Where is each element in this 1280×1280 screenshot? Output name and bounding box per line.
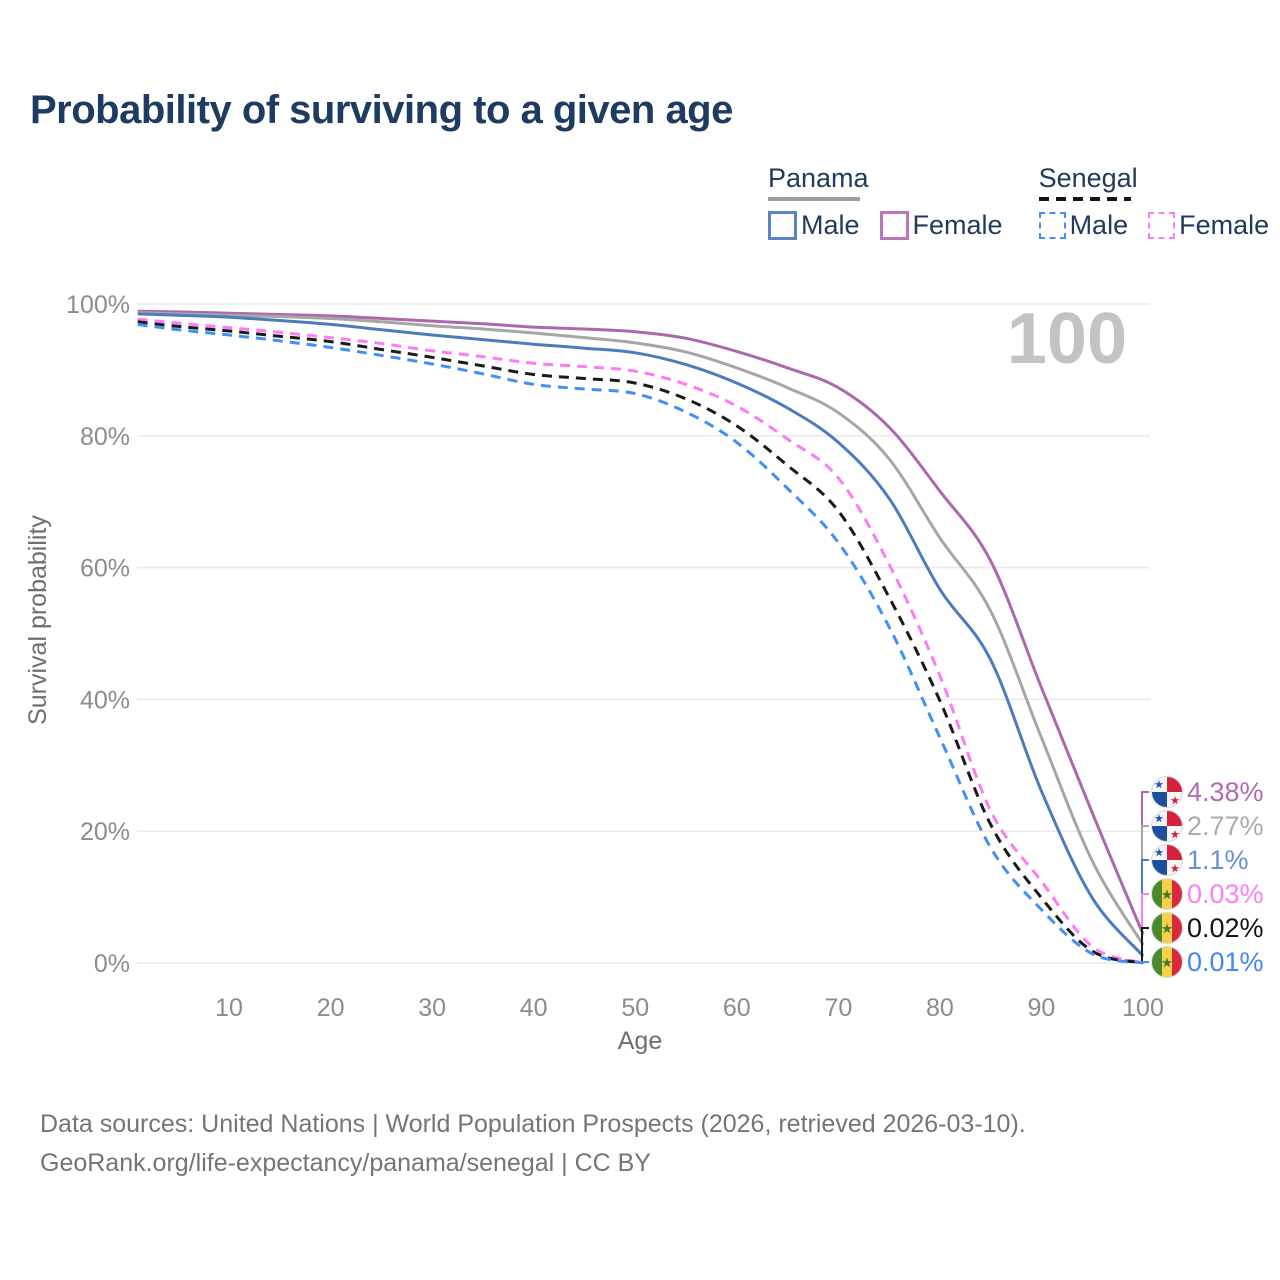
legend-group-senegal: Senegal Male Female xyxy=(1038,163,1269,241)
end-label-value-senegal-female: 0.03% xyxy=(1187,879,1264,909)
legend-item-senegal-female[interactable]: Female xyxy=(1148,210,1269,241)
end-label-connector-panama-male xyxy=(1141,859,1149,957)
x-tick-label-80: 80 xyxy=(926,994,954,1022)
senegal-flag-icon xyxy=(1151,912,1183,944)
panama-flag-icon xyxy=(1151,810,1183,842)
end-label-value-senegal-both: 0.02% xyxy=(1187,913,1264,943)
series-line-senegal-male xyxy=(137,322,1144,965)
y-tick-label-60: 60% xyxy=(80,555,130,583)
senegal-female-label: Female xyxy=(1179,210,1270,240)
x-tick-label-30: 30 xyxy=(418,994,446,1022)
age-100-watermark: 100 xyxy=(1007,299,1127,379)
data-sources-line: Data sources: United Nations | World Pop… xyxy=(40,1110,1026,1138)
legend-item-senegal-male[interactable]: Male xyxy=(1038,210,1129,241)
panama-male-swatch xyxy=(768,211,797,240)
x-tick-label-70: 70 xyxy=(824,994,852,1022)
panama-female-label: Female xyxy=(912,210,1003,240)
legend-group-panama: Panama Male Female xyxy=(768,163,1003,241)
series-line-panama-female xyxy=(137,309,1145,935)
y-tick-label-0: 0% xyxy=(94,950,130,978)
senegal-flag-icon xyxy=(1151,878,1183,910)
y-tick-label-80: 80% xyxy=(80,423,130,451)
x-tick-label-40: 40 xyxy=(520,994,548,1022)
legend-group-title-panama: Panama xyxy=(768,163,869,193)
panama-flag-icon xyxy=(1151,776,1183,808)
end-label-connector-panama-female xyxy=(1141,791,1149,936)
legend-item-panama-male[interactable]: Male xyxy=(768,210,860,241)
x-tick-label-10: 10 xyxy=(215,994,243,1022)
y-tick-label-40: 40% xyxy=(80,686,130,714)
legend-senegal-dashed-line xyxy=(1038,197,1131,201)
y-axis-title: Survival probability xyxy=(24,515,52,725)
x-tick-label-20: 20 xyxy=(317,994,345,1022)
x-tick-label-100: 100 xyxy=(1122,994,1164,1022)
source-attribution: Data sources: United Nations | World Pop… xyxy=(40,1105,1026,1183)
senegal-flag-icon xyxy=(1151,946,1183,978)
end-label-connector-panama-both xyxy=(1141,825,1149,946)
panama-male-label: Male xyxy=(801,210,860,240)
x-axis-title: Age xyxy=(618,1027,662,1055)
x-tick-label-50: 50 xyxy=(621,994,649,1022)
senegal-male-label: Male xyxy=(1069,210,1129,240)
legend: Panama Male Female Senegal Male Female xyxy=(768,163,1269,241)
end-label-connector-senegal-male xyxy=(1141,961,1149,964)
end-label-value-panama-both: 2.77% xyxy=(1187,811,1264,841)
page-title: Probability of surviving to a given age xyxy=(30,88,733,132)
y-tick-label-100: 100% xyxy=(66,291,130,319)
legend-item-panama-female[interactable]: Female xyxy=(879,210,1003,241)
panama-flag-icon xyxy=(1151,844,1183,876)
senegal-female-swatch xyxy=(1148,212,1176,239)
panama-female-swatch xyxy=(879,211,909,240)
legend-panama-solid-line xyxy=(768,197,860,201)
x-tick-label-90: 90 xyxy=(1028,994,1056,1022)
series-line-senegal-both xyxy=(137,320,1144,965)
legend-group-title-senegal: Senegal xyxy=(1038,163,1138,193)
source-url-line: GeoRank.org/life-expectancy/panama/seneg… xyxy=(40,1149,651,1177)
end-label-value-senegal-male: 0.01% xyxy=(1187,947,1264,977)
y-tick-label-20: 20% xyxy=(80,818,130,846)
series-line-panama-male xyxy=(137,312,1145,957)
series-line-panama-both xyxy=(137,311,1145,946)
end-label-value-panama-female: 4.38% xyxy=(1187,777,1264,807)
series-line-senegal-female xyxy=(137,317,1144,965)
senegal-male-swatch xyxy=(1038,212,1066,239)
x-tick-label-60: 60 xyxy=(723,994,751,1022)
end-label-value-panama-male: 1.1% xyxy=(1187,845,1249,875)
